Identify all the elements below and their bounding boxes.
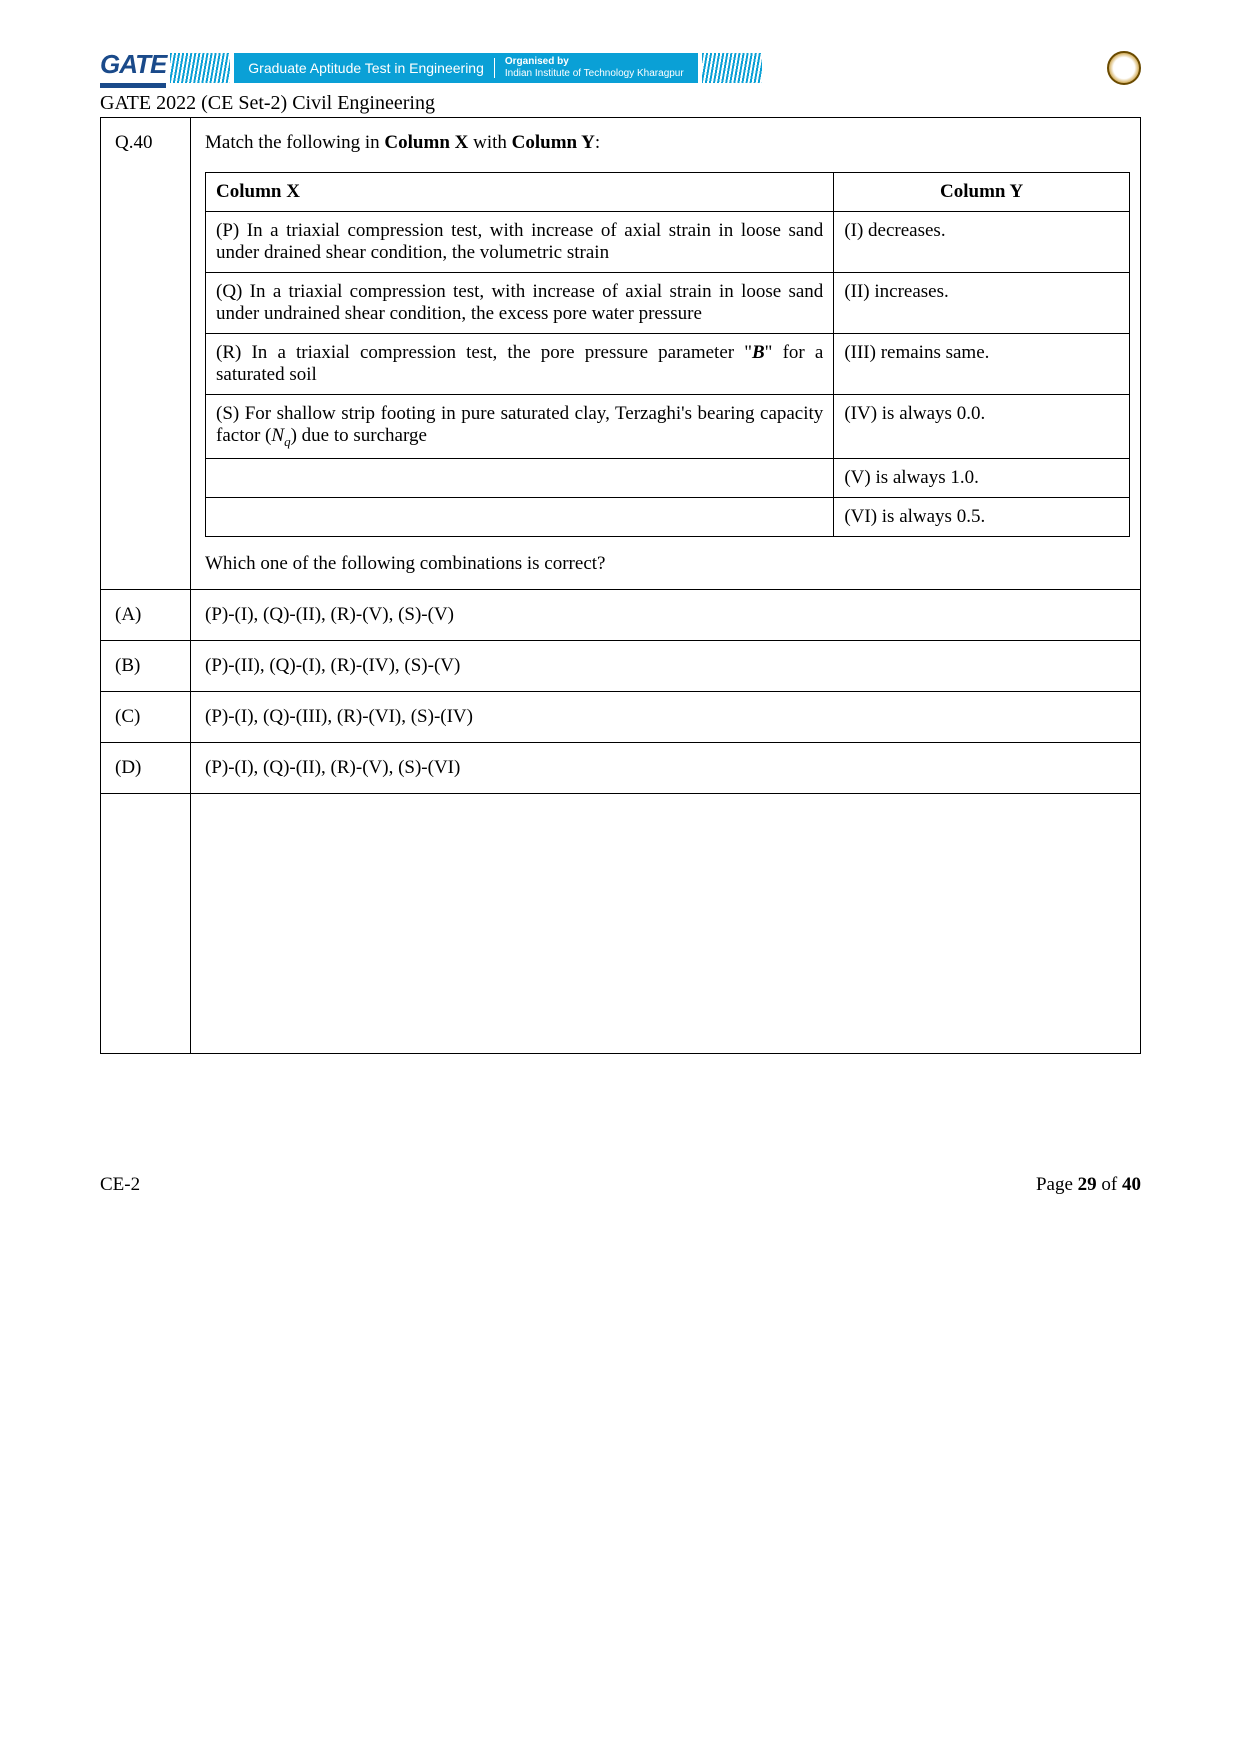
match-table: Column X Column Y (P) In a triaxial comp… xyxy=(205,172,1130,537)
match-cell-x xyxy=(206,497,834,536)
option-label-cell: (B) xyxy=(101,640,191,691)
match-row: (VI) is always 0.5. xyxy=(206,497,1130,536)
option-label: (C) xyxy=(115,706,140,727)
footer-prefix: Page xyxy=(1036,1174,1078,1195)
match-row: (S) For shallow strip footing in pure sa… xyxy=(206,395,1130,459)
page-footer: CE-2 Page 29 of 40 xyxy=(100,1174,1141,1196)
spacer-cell xyxy=(101,793,191,1053)
question-row: Q.40 Match the following in Column X wit… xyxy=(101,118,1141,590)
gate-logo: GATE xyxy=(100,49,166,88)
banner-title: Graduate Aptitude Test in Engineering xyxy=(248,60,484,76)
footer-mid: of xyxy=(1097,1174,1122,1195)
option-text-cell: (P)-(I), (Q)-(III), (R)-(VI), (S)-(IV) xyxy=(191,691,1141,742)
match-row: (Q) In a triaxial compression test, with… xyxy=(206,273,1130,334)
option-text: (P)-(I), (Q)-(III), (R)-(VI), (S)-(IV) xyxy=(205,706,473,727)
page-total: 40 xyxy=(1122,1174,1141,1195)
option-text: (P)-(II), (Q)-(I), (R)-(IV), (S)-(V) xyxy=(205,655,460,676)
stem-mid: with xyxy=(468,132,511,153)
stem-bold2: Column Y xyxy=(512,132,595,153)
option-row: (D) (P)-(I), (Q)-(II), (R)-(V), (S)-(VI) xyxy=(101,742,1141,793)
option-label: (B) xyxy=(115,655,140,676)
iit-seal-icon xyxy=(1107,51,1141,85)
stem-bold1: Column X xyxy=(384,132,468,153)
question-followup: Which one of the following combinations … xyxy=(205,553,1130,575)
match-cell-y: (I) decreases. xyxy=(834,212,1130,273)
match-cell-y: (II) increases. xyxy=(834,273,1130,334)
match-header-row: Column X Column Y xyxy=(206,173,1130,212)
stripe-decor-right xyxy=(702,53,762,83)
option-row: (C) (P)-(I), (Q)-(III), (R)-(VI), (S)-(I… xyxy=(101,691,1141,742)
match-cell-x: (P) In a triaxial compression test, with… xyxy=(206,212,834,273)
question-table: Q.40 Match the following in Column X wit… xyxy=(100,117,1141,1054)
stripe-decor-left xyxy=(170,53,230,83)
match-header-y: Column Y xyxy=(834,173,1130,212)
spacer-row xyxy=(101,793,1141,1053)
footer-right: Page 29 of 40 xyxy=(1036,1174,1141,1196)
option-text-cell: (P)-(I), (Q)-(II), (R)-(V), (S)-(V) xyxy=(191,589,1141,640)
organiser-name: Indian Institute of Technology Kharagpur xyxy=(505,68,684,79)
header-banner: GATE Graduate Aptitude Test in Engineeri… xyxy=(100,50,1141,86)
question-body-cell: Match the following in Column X with Col… xyxy=(191,118,1141,590)
organised-label: Organised by xyxy=(505,56,569,67)
match-cell-x: (S) For shallow strip footing in pure sa… xyxy=(206,395,834,459)
match-row: (V) is always 1.0. xyxy=(206,458,1130,497)
option-row: (B) (P)-(II), (Q)-(I), (R)-(IV), (S)-(V) xyxy=(101,640,1141,691)
question-number: Q.40 xyxy=(115,132,152,153)
match-cell-x xyxy=(206,458,834,497)
match-cell-y: (V) is always 1.0. xyxy=(834,458,1130,497)
match-cell-y: (IV) is always 0.0. xyxy=(834,395,1130,459)
option-label-cell: (A) xyxy=(101,589,191,640)
spacer-cell xyxy=(191,793,1141,1053)
stem-suffix: : xyxy=(595,132,600,153)
match-cell-x: (R) In a triaxial compression test, the … xyxy=(206,334,834,395)
option-text: (P)-(I), (Q)-(II), (R)-(V), (S)-(V) xyxy=(205,604,454,625)
match-cell-x: (Q) In a triaxial compression test, with… xyxy=(206,273,834,334)
footer-left: CE-2 xyxy=(100,1174,140,1196)
banner-mid: Graduate Aptitude Test in Engineering Or… xyxy=(234,53,697,83)
page-current: 29 xyxy=(1078,1174,1097,1195)
match-row: (R) In a triaxial compression test, the … xyxy=(206,334,1130,395)
option-text: (P)-(I), (Q)-(II), (R)-(V), (S)-(VI) xyxy=(205,757,460,778)
question-stem: Match the following in Column X with Col… xyxy=(205,132,1130,154)
option-label-cell: (C) xyxy=(101,691,191,742)
option-label: (D) xyxy=(115,757,141,778)
option-text-cell: (P)-(I), (Q)-(II), (R)-(V), (S)-(VI) xyxy=(191,742,1141,793)
match-header-x: Column X xyxy=(206,173,834,212)
match-row: (P) In a triaxial compression test, with… xyxy=(206,212,1130,273)
option-label-cell: (D) xyxy=(101,742,191,793)
option-text-cell: (P)-(II), (Q)-(I), (R)-(IV), (S)-(V) xyxy=(191,640,1141,691)
option-row: (A) (P)-(I), (Q)-(II), (R)-(V), (S)-(V) xyxy=(101,589,1141,640)
organiser-block: Organised by Indian Institute of Technol… xyxy=(505,56,684,80)
option-label: (A) xyxy=(115,604,141,625)
question-number-cell: Q.40 xyxy=(101,118,191,590)
match-cell-y: (VI) is always 0.5. xyxy=(834,497,1130,536)
stem-prefix: Match the following in xyxy=(205,132,384,153)
match-cell-y: (III) remains same. xyxy=(834,334,1130,395)
banner-divider xyxy=(494,58,495,78)
subject-line: GATE 2022 (CE Set-2) Civil Engineering xyxy=(100,92,1141,115)
